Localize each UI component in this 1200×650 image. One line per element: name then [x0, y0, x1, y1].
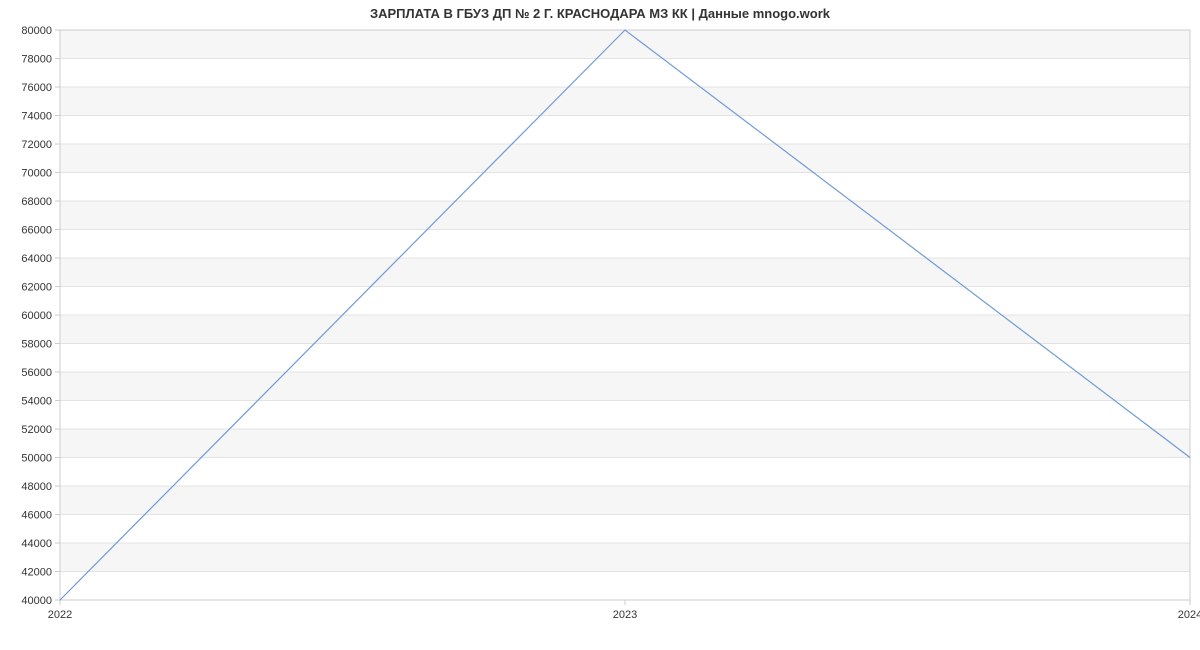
y-tick-label: 78000 [21, 54, 52, 66]
y-tick-label: 40000 [21, 595, 52, 607]
y-tick-label: 70000 [21, 168, 52, 180]
y-tick-label: 48000 [21, 481, 52, 493]
y-tick-label: 76000 [21, 82, 52, 94]
y-tick-label: 72000 [21, 139, 52, 151]
y-tick-label: 66000 [21, 225, 52, 237]
chart-svg: 40000 42000 44000 46000 48000 50000 52000 54000… [0, 0, 1200, 650]
y-tick-label: 60000 [21, 310, 52, 322]
y-tick-label: 58000 [21, 339, 52, 351]
y-tick-label: 62000 [21, 282, 52, 294]
x-tick-label: 2023 [613, 609, 637, 621]
y-tick-label: 52000 [21, 424, 52, 436]
y-tick-label: 44000 [21, 538, 52, 550]
y-tick-label: 74000 [21, 111, 52, 123]
y-tick-label: 64000 [21, 253, 52, 265]
salary-line-chart: ЗАРПЛАТА В ГБУЗ ДП № 2 Г. КРАСНОДАРА МЗ … [0, 0, 1200, 650]
y-tick-label: 68000 [21, 196, 52, 208]
y-tick-label: 50000 [21, 453, 52, 465]
y-tick-label: 42000 [21, 567, 52, 579]
y-tick-label: 56000 [21, 367, 52, 379]
y-tick-label: 80000 [21, 25, 52, 37]
y-tick-label: 46000 [21, 510, 52, 522]
x-tick-label: 2022 [48, 609, 72, 621]
y-tick-label: 54000 [21, 396, 52, 408]
x-tick-label: 2024 [1178, 609, 1200, 621]
